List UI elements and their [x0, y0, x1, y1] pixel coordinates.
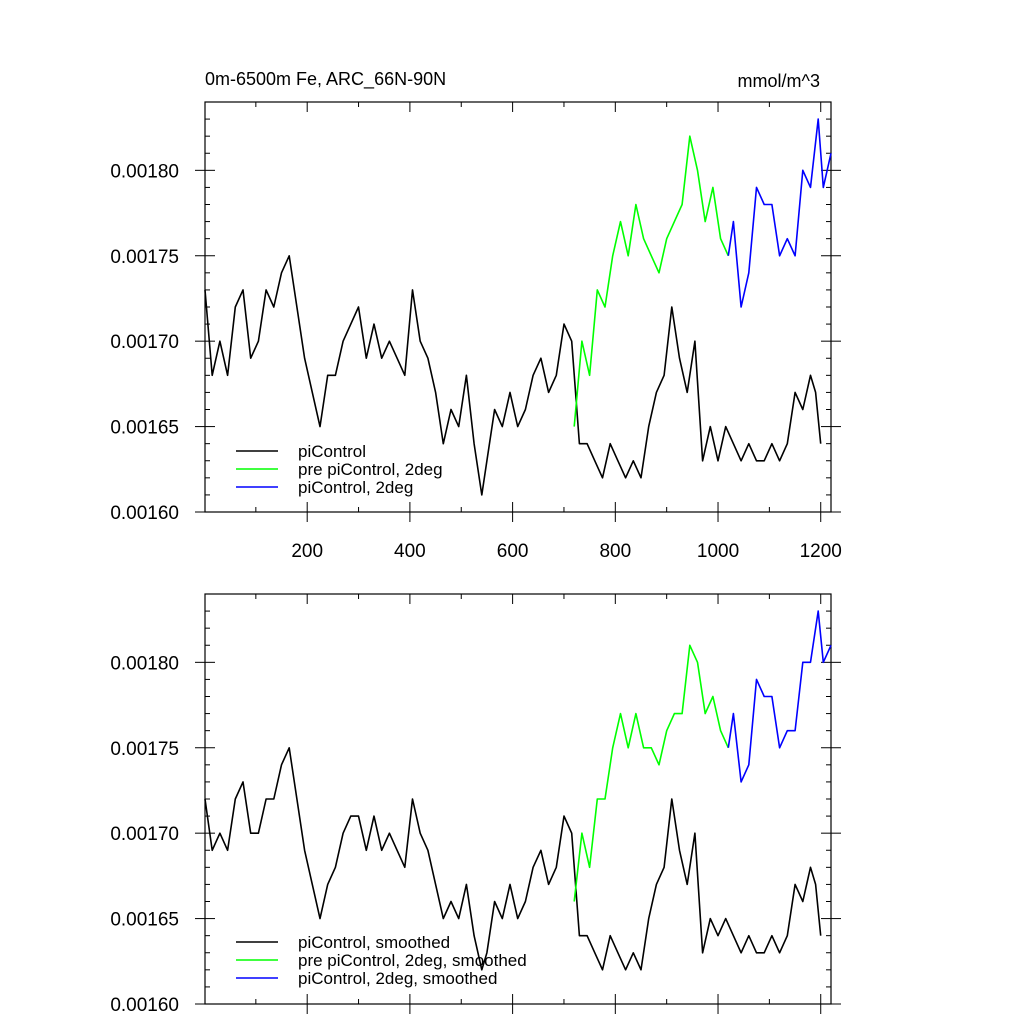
series-line-picontrol-2deg-smoothed — [727, 610, 832, 783]
series-line-picontrol-2deg — [727, 118, 832, 308]
x-tick-label: 800 — [599, 541, 631, 562]
series-line-pre-picontrol-2deg-smoothed — [573, 644, 730, 902]
series-line-pre-picontrol-2deg — [573, 135, 730, 427]
y-tick-labels: 0.00160 0.00165 0.00170 0.00175 0.00180 — [110, 653, 179, 1016]
y-tick-label: 0.00170 — [110, 824, 179, 845]
chart-title: 0m-6500m Fe, ARC_66N-90N — [205, 69, 446, 90]
bottom-panel: 0.00160 0.00165 0.00170 0.00175 0.00180 piCo… — [110, 593, 841, 1016]
legend-label: piControl — [298, 442, 366, 461]
y-tick-labels: 0.00160 0.00165 0.00170 0.00175 0.00180 — [110, 161, 179, 524]
series-lines — [204, 118, 832, 496]
y-tick-label: 0.00160 — [110, 503, 179, 524]
x-tick-label: 400 — [394, 541, 426, 562]
y-tick-label: 0.00160 — [110, 995, 179, 1016]
y-tick-label: 0.00175 — [110, 739, 179, 760]
legend-label: pre piControl, 2deg, smoothed — [298, 951, 527, 970]
x-tick-label: 1200 — [800, 541, 842, 562]
series-line-picontrol — [204, 255, 822, 496]
units-label: mmol/m^3 — [738, 71, 820, 91]
x-tick-labels: 200 400 600 800 1000 1200 — [291, 541, 842, 562]
y-tick-label: 0.00170 — [110, 332, 179, 353]
x-tick-label: 600 — [497, 541, 529, 562]
series-line-picontrol-smoothed — [204, 746, 822, 971]
axis-ticks — [195, 593, 841, 1014]
series-lines — [204, 610, 832, 971]
legend-label: pre piControl, 2deg — [298, 460, 443, 479]
legend-label: piControl, smoothed — [298, 933, 450, 952]
y-tick-label: 0.00180 — [110, 161, 179, 182]
y-tick-label: 0.00165 — [110, 418, 179, 439]
axis-ticks — [195, 101, 841, 522]
y-tick-label: 0.00175 — [110, 247, 179, 268]
y-tick-label: 0.00180 — [110, 653, 179, 674]
legend-label: piControl, 2deg, smoothed — [298, 969, 497, 988]
x-tick-label: 1000 — [697, 541, 739, 562]
top-panel: 0m-6500m Fe, ARC_66N-90N mmol/m^3 0.0016… — [110, 69, 842, 562]
x-tick-label: 200 — [291, 541, 323, 562]
y-tick-label: 0.00165 — [110, 910, 179, 931]
legend-label: piControl, 2deg — [298, 478, 413, 497]
